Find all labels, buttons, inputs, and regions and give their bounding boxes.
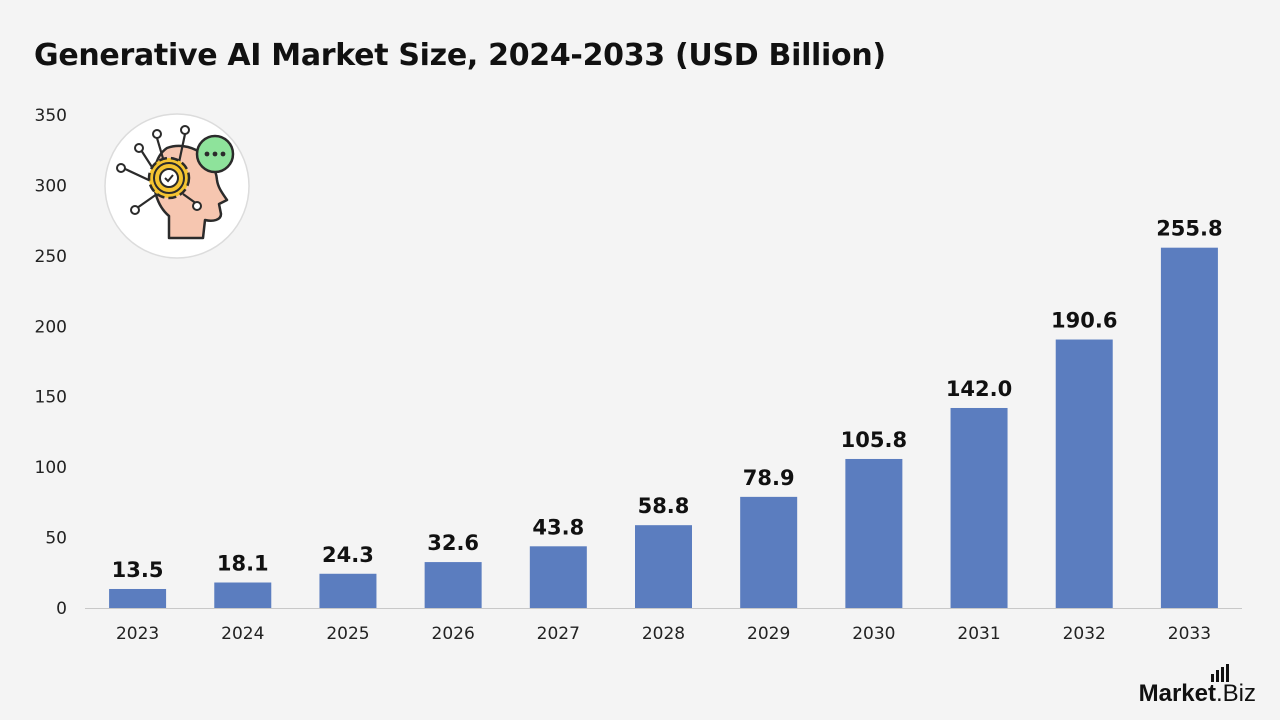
bar [529, 546, 587, 608]
bars: 13.5 18.1 24.3 32.6 43.8 58.8 78.9 105.8 142.0 19… [109, 217, 1223, 608]
data-label: 190.6 [1051, 309, 1117, 333]
y-tick-label: 300 [35, 176, 67, 196]
data-label: 13.5 [112, 558, 164, 582]
data-label: 58.8 [638, 494, 690, 518]
bar [214, 582, 272, 608]
x-tick-label: 2030 [852, 624, 895, 644]
brand-name: Market [1138, 680, 1216, 707]
chart-title: Generative AI Market Size, 2024-2033 (US… [34, 38, 886, 73]
x-tick-label: 2025 [326, 624, 369, 644]
ai-brain-gear-icon [104, 113, 250, 259]
data-label: 32.6 [427, 531, 479, 555]
bar [1055, 339, 1113, 608]
bar [1160, 247, 1218, 608]
data-label: 255.8 [1156, 217, 1222, 241]
bar [424, 562, 482, 608]
bar [109, 588, 167, 608]
y-tick-label: 0 [56, 599, 67, 619]
y-tick-label: 150 [35, 388, 67, 408]
bar [845, 458, 903, 608]
y-tick-label: 100 [35, 458, 67, 478]
y-tick-label: 250 [35, 247, 67, 267]
y-tick-label: 200 [35, 317, 67, 337]
brand-suffix: .Biz [1215, 680, 1256, 707]
data-label: 24.3 [322, 543, 374, 567]
x-tick-label: 2033 [1168, 624, 1211, 644]
x-tick-label: 2026 [432, 624, 475, 644]
data-label: 78.9 [743, 466, 795, 490]
x-tick-label: 2029 [747, 624, 790, 644]
y-axis: 0 50 100 150 200 250 300 350 [35, 106, 67, 619]
x-axis: 2023 2024 2025 2026 2027 2028 2029 2030 2031 2032… [116, 624, 1211, 644]
y-tick-label: 350 [35, 106, 67, 126]
brand-logo: Market.Biz [1138, 664, 1256, 708]
data-label: 43.8 [532, 515, 584, 539]
data-label: 105.8 [841, 428, 907, 452]
signal-bars-icon [1210, 664, 1229, 682]
x-tick-label: 2028 [642, 624, 685, 644]
y-tick-label: 50 [45, 529, 67, 549]
x-tick-label: 2032 [1063, 624, 1106, 644]
data-label: 18.1 [217, 552, 269, 576]
bar [740, 496, 798, 608]
bar [635, 525, 692, 608]
bar [950, 407, 1008, 608]
x-tick-label: 2023 [116, 624, 159, 644]
bar [319, 573, 377, 608]
x-tick-label: 2027 [537, 624, 580, 644]
x-tick-label: 2024 [221, 624, 264, 644]
x-tick-label: 2031 [957, 624, 1000, 644]
data-label: 142.0 [946, 377, 1012, 401]
